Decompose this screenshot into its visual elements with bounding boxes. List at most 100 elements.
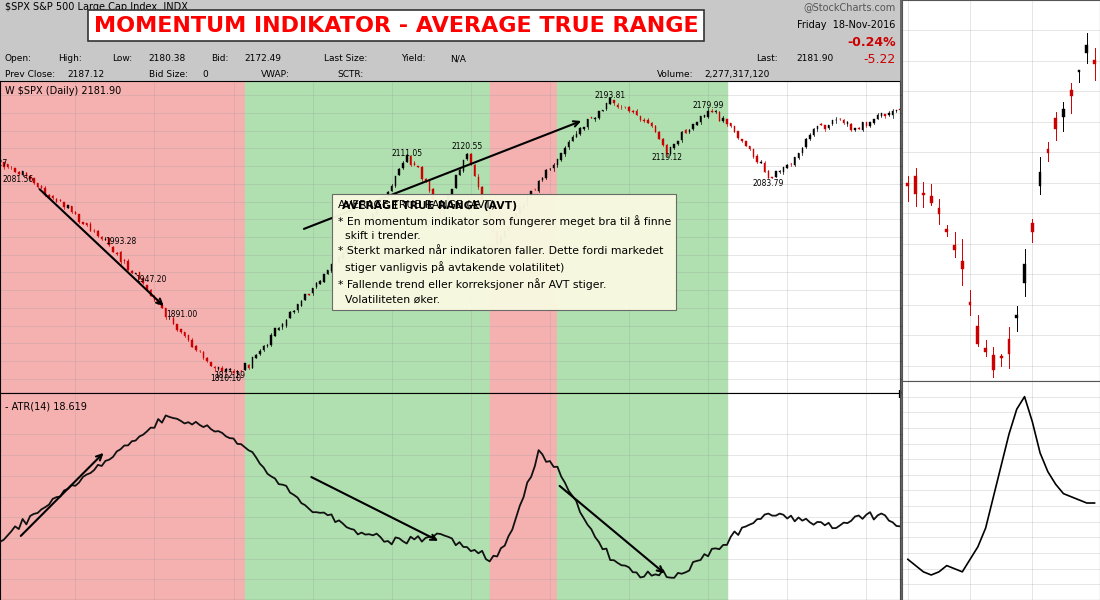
Text: 2,277,317,120: 2,277,317,120 [704, 70, 769, 79]
Bar [700, 116, 702, 122]
Bar [598, 111, 600, 118]
Text: 2111.05: 2111.05 [392, 149, 422, 158]
Bar [768, 171, 769, 178]
Text: Friday  18-Nov-2016: Friday 18-Nov-2016 [798, 20, 895, 30]
Bar [7, 164, 9, 167]
Bar [726, 119, 728, 124]
Bar [771, 176, 773, 178]
Bar [727, 393, 904, 600]
Bar [112, 247, 113, 251]
Bar [410, 156, 411, 165]
Bar [843, 120, 845, 123]
Bar [358, 231, 359, 238]
Bar [954, 245, 956, 250]
Text: High:: High: [58, 54, 82, 63]
Bar [969, 302, 971, 305]
Bar [651, 123, 652, 126]
Bar [462, 160, 464, 171]
Bar [417, 166, 419, 167]
Bar [530, 191, 531, 197]
Bar [403, 163, 404, 168]
Bar [737, 131, 739, 138]
Bar [414, 163, 415, 165]
Bar [636, 112, 637, 115]
Bar [606, 103, 607, 109]
Bar [922, 193, 925, 196]
Bar [832, 119, 833, 124]
Text: Last Size:: Last Size: [324, 54, 367, 63]
Text: AVERAGE TRUE RANGE (AVT)
* En momentum indikator som fungerer meget bra til å fi: AVERAGE TRUE RANGE (AVT) * En momentum i… [338, 200, 671, 305]
Bar [609, 98, 611, 104]
Bar [647, 119, 649, 123]
Bar [564, 148, 565, 154]
Bar [877, 115, 879, 119]
Bar [654, 126, 656, 132]
Bar [1031, 223, 1034, 232]
Bar [128, 260, 129, 270]
Bar [474, 165, 475, 176]
Bar [466, 154, 468, 159]
Bar [3, 162, 4, 167]
Bar [48, 195, 50, 197]
Bar [323, 274, 324, 282]
Text: 2104.27: 2104.27 [0, 159, 8, 168]
Text: 1812.29: 1812.29 [214, 371, 245, 380]
Bar [808, 135, 811, 139]
Bar [707, 110, 708, 117]
Bar [176, 324, 178, 330]
Bar [305, 294, 306, 300]
Bar [1086, 45, 1088, 53]
Bar [361, 229, 362, 230]
Bar [266, 344, 268, 346]
Bar [221, 368, 223, 371]
Bar [282, 324, 283, 327]
Bar [1038, 172, 1042, 187]
Bar [188, 335, 189, 340]
Bar [142, 278, 144, 283]
Bar [67, 205, 68, 208]
Bar [869, 122, 871, 127]
Bar [89, 224, 91, 231]
Bar [580, 128, 581, 134]
Bar [662, 139, 663, 145]
Bar [711, 111, 713, 112]
Bar [628, 107, 630, 111]
Bar [485, 204, 486, 211]
Text: 1810.10: 1810.10 [210, 374, 241, 383]
Text: 2119.12: 2119.12 [651, 153, 682, 162]
Bar [44, 188, 46, 196]
Bar [558, 393, 727, 600]
Text: 2025.91: 2025.91 [425, 220, 456, 229]
Bar [779, 171, 780, 172]
Text: 1947.20: 1947.20 [135, 275, 167, 284]
Bar [233, 371, 234, 373]
Bar [376, 208, 377, 214]
Bar [52, 196, 54, 198]
Bar [561, 154, 562, 160]
Bar [218, 367, 219, 368]
Bar [488, 210, 491, 222]
Bar [673, 145, 675, 148]
Bar [86, 223, 87, 224]
Bar [244, 363, 245, 370]
Bar [992, 355, 994, 370]
Bar [752, 149, 755, 157]
Text: SCTR:: SCTR: [338, 70, 364, 79]
Bar [255, 355, 257, 358]
Bar [109, 238, 110, 245]
Bar [440, 209, 441, 218]
Bar [639, 116, 641, 120]
Bar [379, 197, 382, 208]
Bar [432, 189, 433, 202]
Bar [805, 139, 806, 148]
Bar [572, 137, 573, 141]
Bar [260, 351, 261, 353]
Bar [252, 357, 253, 368]
Text: 2193.81: 2193.81 [595, 91, 626, 100]
Bar [866, 122, 867, 125]
Bar [245, 81, 490, 393]
Bar [195, 346, 197, 350]
Bar [644, 119, 645, 121]
Bar [395, 176, 396, 187]
Text: VWAP:: VWAP: [261, 70, 290, 79]
